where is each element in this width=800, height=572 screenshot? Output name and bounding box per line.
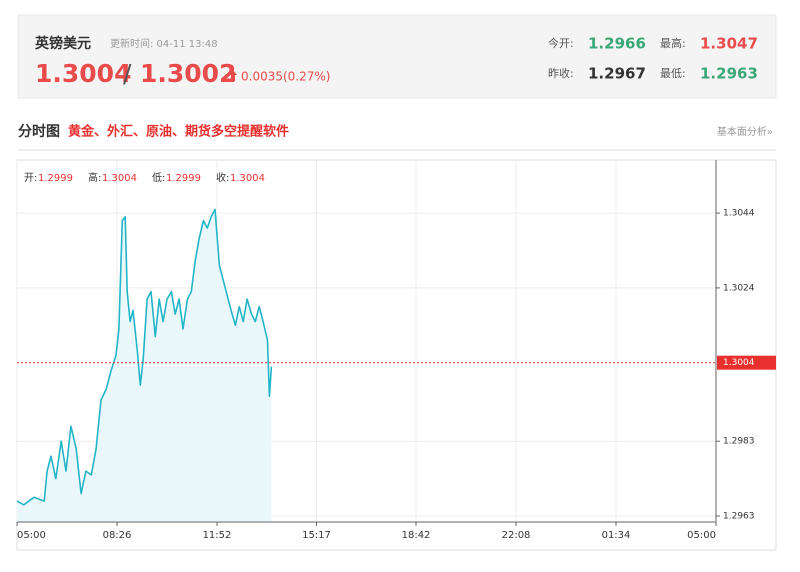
x-tick-label: 05:00 — [17, 530, 46, 541]
symbol-name: 英镑美元 — [34, 35, 91, 52]
stat-label: 今开: — [548, 36, 574, 50]
x-tick-label: 18:42 — [402, 530, 431, 541]
price: 1.3004 — [35, 59, 131, 88]
price-change: 0.0035(0.27%) — [241, 70, 330, 84]
quote-panel — [17, 14, 777, 99]
x-tick-label: 15:17 — [302, 530, 331, 541]
stat-label: 最高: — [660, 36, 686, 50]
ohlc-label: 高: — [88, 171, 101, 184]
stat-label: 昨收: — [548, 66, 574, 80]
y-tick-label: 1.2983 — [723, 437, 755, 447]
stat-value: 1.3047 — [700, 35, 758, 53]
x-tick-label: 22:08 — [502, 530, 531, 541]
area — [17, 209, 272, 522]
ohlc-label: 低: — [152, 171, 165, 184]
price: 1.3002 — [140, 59, 236, 88]
stat-label: 最低: — [660, 67, 686, 80]
promo-link[interactable]: 黄金、外汇、原油、期货多空提醒软件 — [68, 124, 289, 140]
ohlc-value: 1.3004 — [230, 173, 265, 184]
stat-value: 1.2966 — [588, 35, 646, 53]
last-price-box — [717, 355, 776, 370]
update-time: 更新时间: 04-11 13:48 — [110, 37, 218, 50]
separator: / — [123, 59, 132, 88]
ohlc-label: 收: — [216, 171, 229, 184]
analysis-link[interactable]: 基本面分析» — [717, 125, 773, 138]
x-tick-label: 01:34 — [602, 530, 631, 541]
price-line — [16, 208, 273, 506]
y-tick-label: 1.3044 — [723, 209, 755, 219]
x-tick-label: 11:52 — [203, 530, 232, 541]
stat-value: 1.2967 — [588, 65, 646, 83]
last-price-label: 1.3004 — [723, 358, 755, 368]
ohlc-value: 1.3004 — [102, 173, 137, 184]
ohlc-value: 1.2999 — [166, 173, 201, 184]
y-tick-label: 1.2963 — [723, 512, 755, 522]
up-arrow — [229, 70, 237, 81]
ohlc-value: 1.2999 — [38, 173, 73, 184]
ohlc-label: 开: — [24, 173, 37, 184]
x-tick-label: 08:26 — [103, 530, 132, 541]
stat-value: 1.2963 — [700, 65, 758, 83]
stats: 今开: 1.2966 最高: 1.3047 昨收: 1.2967 最低: 1.2963 — [548, 35, 758, 83]
y-tick-label: 1.3024 — [723, 283, 755, 293]
x-tick-label: 05:00 — [687, 530, 716, 541]
section-title: 分时图 — [18, 123, 60, 140]
plot: 05:00 08:26 11:52 15:17 18:42 22:08 01:34 05:00… — [16, 160, 776, 541]
